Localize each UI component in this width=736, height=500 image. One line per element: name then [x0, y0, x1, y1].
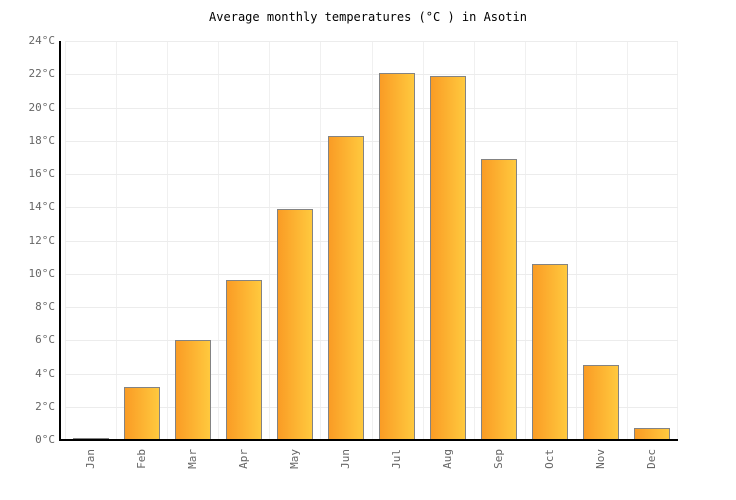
- vertical-gridline: [116, 41, 117, 440]
- x-tick-label: Oct: [543, 449, 556, 469]
- y-tick-label: 24°C: [28, 34, 56, 47]
- x-axis-line: [59, 439, 678, 441]
- y-tick-label: 4°C: [35, 367, 55, 380]
- vertical-gridline: [218, 41, 219, 440]
- bar-sep[interactable]: [481, 159, 517, 440]
- x-tick-label: Sep: [492, 449, 505, 469]
- vertical-gridline: [576, 41, 577, 440]
- y-tick-label: 6°C: [35, 333, 55, 346]
- x-tick-label: Jul: [390, 449, 403, 469]
- bar-mar[interactable]: [175, 340, 211, 440]
- x-tick-label: Apr: [237, 449, 250, 469]
- horizontal-gridline: [65, 207, 678, 208]
- bar-jun[interactable]: [328, 136, 364, 440]
- y-axis-line: [59, 41, 61, 441]
- y-tick-label: 10°C: [28, 267, 56, 280]
- x-tick-label: Jan: [84, 449, 97, 469]
- horizontal-gridline: [65, 274, 678, 275]
- x-tick-label: Nov: [594, 449, 607, 469]
- vertical-gridline: [167, 41, 168, 440]
- x-tick-label: Jun: [339, 449, 352, 469]
- x-tick-label: Feb: [135, 449, 148, 469]
- y-tick-label: 20°C: [28, 101, 56, 114]
- y-tick-label: 22°C: [28, 67, 56, 80]
- bar-jul[interactable]: [379, 73, 415, 440]
- bar-oct[interactable]: [532, 264, 568, 440]
- y-tick-label: 16°C: [28, 167, 56, 180]
- vertical-gridline: [525, 41, 526, 440]
- vertical-gridline: [474, 41, 475, 440]
- horizontal-gridline: [65, 108, 678, 109]
- horizontal-gridline: [65, 241, 678, 242]
- vertical-gridline: [627, 41, 628, 440]
- plot-area: [65, 41, 678, 440]
- bar-may[interactable]: [277, 209, 313, 440]
- horizontal-gridline: [65, 340, 678, 341]
- bar-aug[interactable]: [430, 76, 466, 440]
- x-tick-label: Dec: [645, 449, 658, 469]
- y-tick-label: 18°C: [28, 134, 56, 147]
- horizontal-gridline: [65, 407, 678, 408]
- chart-title: Average monthly temperatures (°C ) in As…: [209, 10, 527, 24]
- horizontal-gridline: [65, 374, 678, 375]
- horizontal-gridline: [65, 74, 678, 75]
- vertical-gridline: [677, 41, 678, 440]
- y-tick-label: 8°C: [35, 300, 55, 313]
- x-tick-label: Mar: [186, 449, 199, 469]
- horizontal-gridline: [65, 174, 678, 175]
- x-tick-label: Aug: [441, 449, 454, 469]
- vertical-gridline: [423, 41, 424, 440]
- y-tick-label: 0°C: [35, 433, 55, 446]
- horizontal-gridline: [65, 141, 678, 142]
- vertical-gridline: [65, 41, 66, 440]
- bar-nov[interactable]: [583, 365, 619, 440]
- horizontal-gridline: [65, 41, 678, 42]
- bar-apr[interactable]: [226, 280, 262, 440]
- horizontal-gridline: [65, 307, 678, 308]
- y-tick-label: 14°C: [28, 200, 56, 213]
- x-tick-label: May: [288, 449, 301, 469]
- y-tick-label: 12°C: [28, 234, 56, 247]
- vertical-gridline: [320, 41, 321, 440]
- bar-feb[interactable]: [124, 387, 160, 440]
- vertical-gridline: [372, 41, 373, 440]
- vertical-gridline: [269, 41, 270, 440]
- y-tick-label: 2°C: [35, 400, 55, 413]
